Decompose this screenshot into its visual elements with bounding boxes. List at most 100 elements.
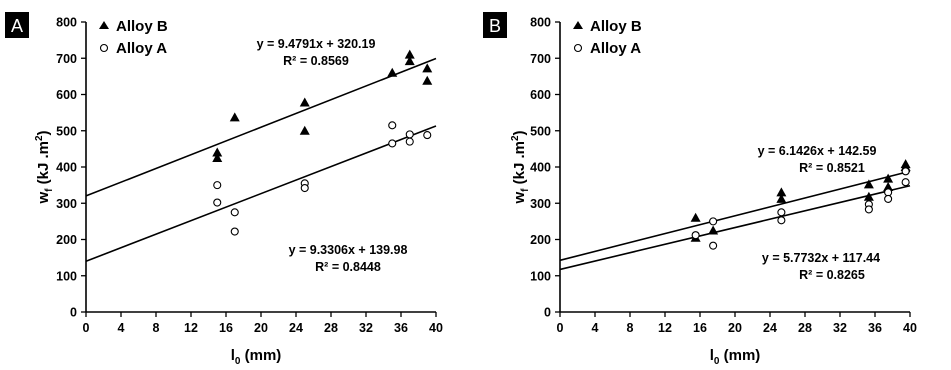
fit-equation-alloy-b: y = 6.1426x + 142.59 — [758, 144, 877, 158]
y-tick-label: 500 — [530, 124, 551, 138]
data-point-alloy-b — [776, 187, 787, 197]
data-point-alloy-a — [388, 139, 397, 148]
data-point-alloy-b — [404, 49, 415, 59]
y-tick-label: 400 — [530, 161, 551, 175]
data-point-alloy-b — [299, 125, 310, 135]
data-point-alloy-b — [212, 152, 223, 162]
y-tick-label: 700 — [56, 52, 77, 66]
x-tick-label: 12 — [184, 321, 198, 335]
data-point-alloy-a — [405, 137, 414, 146]
x-tick-label: 20 — [728, 321, 742, 335]
panel-label: B — [489, 16, 501, 36]
data-point-alloy-b — [708, 225, 719, 235]
x-ticks: 0 4 8 12 16 20 24 28 32 36 40 — [83, 312, 443, 335]
data-point-alloy-b — [422, 63, 433, 73]
panel-label-box — [483, 12, 507, 38]
data-point-alloy-a — [388, 121, 397, 130]
fit-equation-alloy-a: y = 9.3306x + 139.98 — [289, 243, 408, 257]
x-tick-label: 36 — [868, 321, 882, 335]
data-point-alloy-a — [777, 208, 786, 217]
fit-r2-alloy-a: R² = 0.8448 — [315, 260, 381, 274]
fit-equation-alloy-a: y = 5.7732x + 117.44 — [762, 251, 880, 265]
data-point-alloy-a — [884, 188, 893, 197]
fit-line-alloy-a — [559, 184, 911, 271]
x-tick-label: 28 — [798, 321, 812, 335]
y-tick-label: 0 — [544, 306, 551, 320]
y-tick-label: 100 — [530, 269, 551, 283]
data-point-alloy-a — [213, 198, 222, 207]
legend-label-alloy-b: Alloy B — [590, 18, 642, 35]
y-tick-label: 200 — [530, 233, 551, 247]
fit-equation-alloy-b: y = 9.4791x + 320.19 — [257, 37, 376, 51]
x-tick-label: 24 — [763, 321, 777, 335]
x-tick-label: 4 — [592, 321, 599, 335]
legend: Alloy B Alloy A — [99, 18, 168, 57]
panel-label: A — [11, 16, 23, 36]
data-point-alloy-b — [404, 56, 415, 66]
data-point-alloy-b — [299, 97, 310, 107]
y-tick-label: 400 — [56, 161, 77, 175]
legend: Alloy B Alloy A — [573, 18, 642, 57]
fit-r2-alloy-b: R² = 0.8521 — [799, 161, 865, 175]
x-tick-label: 4 — [118, 321, 125, 335]
data-point-alloy-b — [387, 67, 398, 77]
data-point-alloy-a — [230, 227, 239, 236]
y-tick-label: 600 — [56, 88, 77, 102]
y-ticks: 0 100 200 300 400 500 600 700 800 — [56, 16, 86, 320]
data-point-alloy-b — [863, 191, 874, 201]
y-tick-label: 500 — [56, 124, 77, 138]
x-tick-label: 32 — [833, 321, 847, 335]
x-tick-label: 40 — [429, 321, 443, 335]
y-tick-label: 700 — [530, 52, 551, 66]
fit-r2-alloy-a: R² = 0.8265 — [799, 268, 865, 282]
x-tick-label: 0 — [83, 321, 90, 335]
data-point-alloy-a — [300, 183, 309, 193]
y-axis-title: wf (kJ .m2) — [510, 130, 531, 204]
fit-line-alloy-b — [85, 57, 437, 197]
y-tick-label: 600 — [530, 88, 551, 102]
y-axis-title: wf (kJ .m2) — [34, 130, 55, 204]
data-points — [690, 159, 911, 250]
y-tick-label: 300 — [530, 197, 551, 211]
panel-b: B 0 100 200 300 400 500 600 700 800 0 4 8 12 16 20 24 2… — [483, 12, 917, 367]
x-tick-label: 20 — [254, 321, 268, 335]
data-point-alloy-b — [863, 179, 874, 189]
y-tick-label: 300 — [56, 197, 77, 211]
legend-marker-alloy-a — [99, 43, 109, 53]
panel-a: A 0 100 200 300 400 500 600 700 800 0 4 8 12 16 20 24 2… — [5, 12, 443, 367]
x-tick-label: 0 — [557, 321, 564, 335]
data-point-alloy-a — [423, 131, 432, 140]
x-tick-label: 40 — [903, 321, 917, 335]
data-point-alloy-b — [690, 212, 701, 222]
data-point-alloy-b — [776, 193, 787, 203]
y-tick-label: 800 — [530, 16, 551, 30]
x-tick-label: 16 — [219, 321, 233, 335]
data-point-alloy-b — [883, 181, 894, 191]
data-point-alloy-a — [884, 194, 893, 203]
data-point-alloy-b — [883, 173, 894, 183]
x-tick-label: 32 — [359, 321, 373, 335]
data-point-alloy-a — [230, 208, 239, 217]
data-point-alloy-a — [709, 217, 718, 226]
data-point-alloy-b — [422, 75, 433, 85]
data-point-alloy-a — [709, 241, 718, 250]
y-tick-label: 800 — [56, 16, 77, 30]
legend-marker-alloy-a — [573, 43, 583, 53]
data-point-alloy-a — [864, 205, 873, 214]
data-point-alloy-a — [691, 231, 700, 240]
x-axis-title: l0 (mm) — [231, 347, 282, 367]
fit-line-alloy-a — [85, 125, 437, 263]
x-ticks: 0 4 8 12 16 20 24 28 32 36 40 — [557, 312, 917, 335]
legend-label-alloy-a: Alloy A — [590, 40, 641, 57]
x-tick-label: 8 — [627, 321, 634, 335]
legend-marker-alloy-b — [573, 21, 583, 29]
data-point-alloy-a — [901, 178, 910, 187]
data-points — [212, 49, 433, 236]
legend-label-alloy-b: Alloy B — [116, 18, 168, 35]
fit-lines — [85, 57, 437, 263]
legend-marker-alloy-b — [99, 21, 109, 29]
panel-label-box — [5, 12, 29, 38]
x-axis-title: l0 (mm) — [710, 347, 761, 367]
fit-r2-alloy-b: R² = 0.8569 — [283, 54, 349, 68]
y-tick-label: 200 — [56, 233, 77, 247]
